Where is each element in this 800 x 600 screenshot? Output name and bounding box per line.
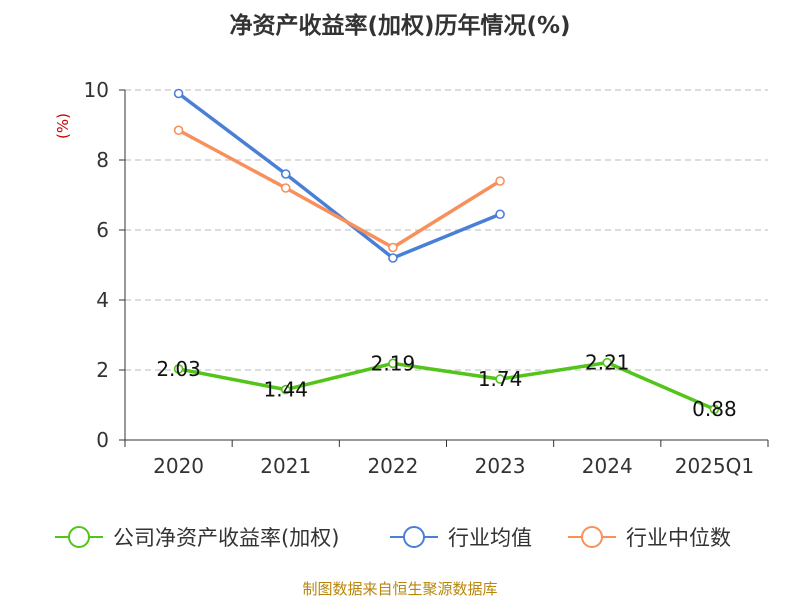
data-point bbox=[388, 253, 398, 263]
data-point bbox=[495, 374, 505, 384]
data-point bbox=[280, 169, 291, 179]
legend-item[interactable]: 行业中位数 bbox=[568, 526, 731, 550]
y-axis-label: (%) bbox=[54, 113, 72, 139]
data-label: 1.44 bbox=[263, 378, 308, 402]
data-point bbox=[280, 384, 291, 395]
x-tick-label: 2024 bbox=[582, 454, 633, 478]
series-line bbox=[176, 360, 717, 411]
legend-item[interactable]: 公司净资产收益率(加权) bbox=[55, 526, 339, 550]
data-point bbox=[173, 88, 184, 99]
data-point bbox=[495, 176, 505, 186]
data-point bbox=[173, 125, 184, 136]
y-tick-label: 4 bbox=[96, 288, 109, 312]
y-tick-label: 10 bbox=[84, 78, 109, 102]
data-point bbox=[388, 242, 398, 253]
legend-label: 公司净资产收益率(加权) bbox=[113, 526, 339, 550]
x-tick-label: 2020 bbox=[153, 454, 204, 478]
data-label: 2.19 bbox=[371, 351, 416, 375]
legend-item[interactable]: 行业均值 bbox=[390, 526, 532, 550]
legend-marker bbox=[581, 526, 603, 548]
series-line bbox=[176, 128, 502, 250]
series-lines bbox=[173, 88, 720, 415]
y-tick-label: 8 bbox=[96, 148, 109, 172]
y-tick-label: 2 bbox=[96, 358, 109, 382]
legend-marker bbox=[403, 526, 425, 548]
x-tick-label: 2023 bbox=[475, 454, 526, 478]
x-tick-label: 2025Q1 bbox=[675, 454, 754, 478]
legend-label: 行业中位数 bbox=[626, 526, 731, 550]
data-point bbox=[709, 404, 720, 415]
data-labels: 2.03 1.44 2.19 1.74 2.21 0.88 bbox=[156, 351, 736, 422]
x-tick-label: 2022 bbox=[367, 454, 418, 478]
data-label: 0.88 bbox=[692, 397, 737, 421]
data-point bbox=[495, 209, 505, 220]
y-tick-label: 6 bbox=[96, 218, 109, 242]
legend[interactable]: 公司净资产收益率(加权) 行业均值 行业中位数 bbox=[55, 526, 731, 550]
axes: 0 2 4 6 8 10 2020 2021 2022 2023 2024 2025Q1 bbox=[84, 78, 769, 478]
legend-marker bbox=[68, 526, 90, 548]
y-tick-label: 0 bbox=[96, 428, 109, 452]
data-label: 2.03 bbox=[156, 357, 201, 381]
grid-lines bbox=[125, 89, 768, 371]
data-point bbox=[173, 364, 184, 374]
source-note: 制图数据来自恒生聚源数据库 bbox=[302, 580, 498, 598]
data-point bbox=[602, 357, 613, 368]
chart-title: 净资产收益率(加权)历年情况(%) bbox=[229, 13, 571, 39]
data-label: 1.74 bbox=[478, 367, 523, 391]
x-tick-label: 2021 bbox=[260, 454, 311, 478]
data-label: 2.21 bbox=[585, 351, 630, 375]
data-point bbox=[388, 358, 398, 369]
data-point bbox=[280, 183, 291, 193]
series-line bbox=[176, 91, 502, 260]
legend-label: 行业均值 bbox=[448, 526, 532, 550]
